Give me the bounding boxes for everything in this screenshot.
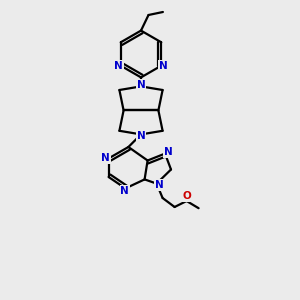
Text: N: N	[155, 180, 164, 190]
Text: N: N	[164, 147, 172, 158]
Text: N: N	[114, 61, 123, 71]
Text: N: N	[101, 153, 110, 163]
Text: N: N	[136, 80, 146, 90]
Text: N: N	[136, 131, 146, 141]
Text: N: N	[120, 186, 129, 196]
Text: O: O	[183, 191, 192, 201]
Text: N: N	[159, 61, 168, 71]
